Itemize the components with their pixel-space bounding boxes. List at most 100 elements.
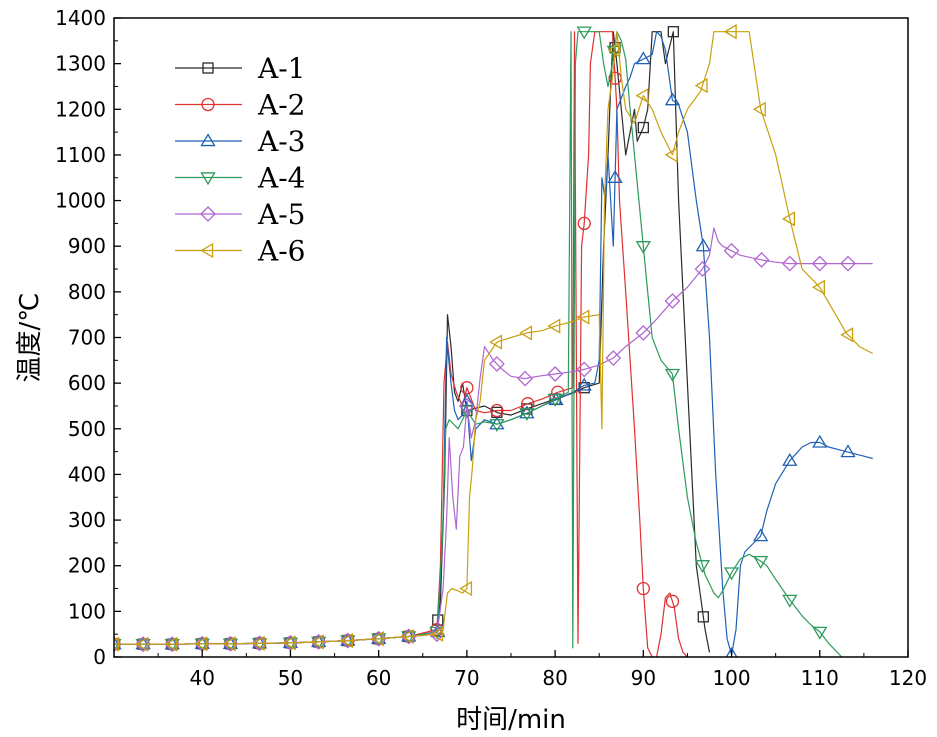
series-marker-A-2-16 <box>577 216 591 231</box>
legend-label-A-1: A-1 <box>257 52 306 85</box>
series-marker-A-4-15 <box>547 393 563 407</box>
series-marker-A-1-19 <box>667 26 679 38</box>
series-marker-A-6-18 <box>635 87 649 104</box>
series-marker-A-4-18 <box>635 241 651 254</box>
series-marker-A-2-19 <box>665 594 680 608</box>
series-marker-A-3-21 <box>725 646 738 657</box>
y-tick-label: 800 <box>68 280 106 304</box>
series-marker-A-5-16 <box>576 361 593 378</box>
series-marker-A-4-21 <box>723 567 740 581</box>
series-marker-A-5-13 <box>488 356 505 372</box>
x-tick-label: 100 <box>712 666 750 690</box>
series-line-A-1 <box>114 31 711 653</box>
y-axis-title: 温度/℃ <box>15 293 45 383</box>
series-marker-A-6-3 <box>194 636 208 652</box>
x-tick-label: 80 <box>542 666 567 690</box>
series-marker-A-6-0 <box>114 636 120 652</box>
series-marker-A-5-17 <box>605 350 622 366</box>
series-marker-A-5-12 <box>458 398 475 414</box>
series-marker-A-4-20 <box>694 560 711 574</box>
series-marker-A-2-14 <box>521 397 535 411</box>
axes-layer: 40 50 60 70 80 90 100 110 1200100200300400500600… <box>55 6 927 690</box>
legend-marker-A-1 <box>202 62 214 74</box>
legend-marker-A-4 <box>200 172 216 186</box>
series-marker-A-5-20 <box>694 261 711 277</box>
series-marker-A-3-24 <box>812 434 828 448</box>
x-tick-label: 120 <box>889 666 927 690</box>
series-marker-A-6-9 <box>370 631 384 647</box>
series-marker-A-6-22 <box>752 101 766 117</box>
series-marker-A-6-12 <box>459 580 473 597</box>
y-tick-label: 600 <box>68 371 106 395</box>
series-marker-A-5-22 <box>753 251 770 268</box>
series-marker-A-6-4 <box>222 636 236 652</box>
legend-marker-A-5 <box>200 206 216 222</box>
series-layer <box>114 24 873 657</box>
legend-label-A-6: A-6 <box>257 235 306 268</box>
series-marker-A-6-6 <box>282 635 296 651</box>
series-marker-A-5-15 <box>547 366 564 382</box>
series-marker-A-5-18 <box>635 325 652 341</box>
series-line-A-5 <box>114 227 873 645</box>
legend: A-1 A-2A-3 A-4A-5 A-6 <box>175 52 306 268</box>
series-marker-A-4-14 <box>519 407 535 421</box>
y-tick-label: 300 <box>68 508 106 532</box>
legend-label-A-3: A-3 <box>257 125 306 158</box>
y-tick-label: 400 <box>68 462 106 486</box>
series-marker-A-3-19 <box>664 92 681 106</box>
series-marker-A-6-23 <box>782 211 795 227</box>
series-marker-A-6-17 <box>607 42 621 58</box>
series-marker-A-3-25 <box>840 444 856 458</box>
series-marker-A-5-19 <box>664 293 681 309</box>
series-marker-A-5-14 <box>517 370 534 387</box>
series-marker-A-6-13 <box>489 334 503 350</box>
y-tick-label: 200 <box>68 554 106 578</box>
series-marker-A-3-23 <box>782 452 798 466</box>
legend-label-A-2: A-2 <box>257 89 306 122</box>
series-marker-A-6-20 <box>694 77 708 94</box>
series-marker-A-6-19 <box>664 147 678 163</box>
series-marker-A-1-20 <box>697 611 709 623</box>
legend-label-A-5: A-5 <box>257 198 306 231</box>
series-marker-A-6-14 <box>519 325 533 341</box>
series-marker-A-5-25 <box>840 255 856 272</box>
series-marker-A-4-13 <box>489 419 505 433</box>
series-marker-A-6-7 <box>310 634 324 650</box>
series-line-A-4 <box>114 31 843 657</box>
legend-marker-A-2 <box>201 97 215 112</box>
y-tick-label: 900 <box>68 234 106 258</box>
series-marker-A-5-11 <box>428 626 445 643</box>
series-line-A-2 <box>114 31 688 657</box>
x-tick-label: 60 <box>366 666 391 690</box>
series-marker-A-6-21 <box>723 24 737 40</box>
y-tick-label: 500 <box>68 417 106 441</box>
series-marker-A-1-18 <box>637 121 649 134</box>
series-marker-A-3-20 <box>695 238 711 252</box>
series-marker-A-6-2 <box>164 636 178 652</box>
series-marker-A-4-0 <box>114 639 122 653</box>
series-marker-A-6-10 <box>400 628 414 645</box>
series-marker-A-5-24 <box>811 255 828 272</box>
series-marker-A-3-18 <box>635 51 651 65</box>
y-tick-label: 0 <box>93 645 106 669</box>
series-marker-A-3-17 <box>607 169 623 183</box>
series-marker-A-3-22 <box>753 528 769 542</box>
series-marker-A-6-1 <box>135 636 149 652</box>
series-marker-A-5-23 <box>781 255 798 272</box>
y-tick-label: 1400 <box>55 6 106 30</box>
series-marker-A-4-19 <box>664 368 681 382</box>
series-marker-A-4-24 <box>812 626 828 640</box>
y-tick-label: 1100 <box>55 143 106 167</box>
series-marker-A-5-21 <box>723 242 740 259</box>
series-marker-A-6-8 <box>340 632 353 649</box>
series-line-A-6 <box>114 31 873 645</box>
series-marker-A-3-0 <box>114 636 122 650</box>
series-marker-A-3-16 <box>576 377 592 391</box>
series-marker-A-6-11 <box>429 626 443 642</box>
x-axis-title: 时间/min <box>456 705 566 735</box>
series-marker-A-4-23 <box>782 594 798 608</box>
legend-marker-A-6 <box>200 242 214 259</box>
y-tick-label: 1000 <box>55 189 106 213</box>
series-marker-A-4-16 <box>576 26 592 40</box>
legend-marker-A-3 <box>200 133 216 147</box>
